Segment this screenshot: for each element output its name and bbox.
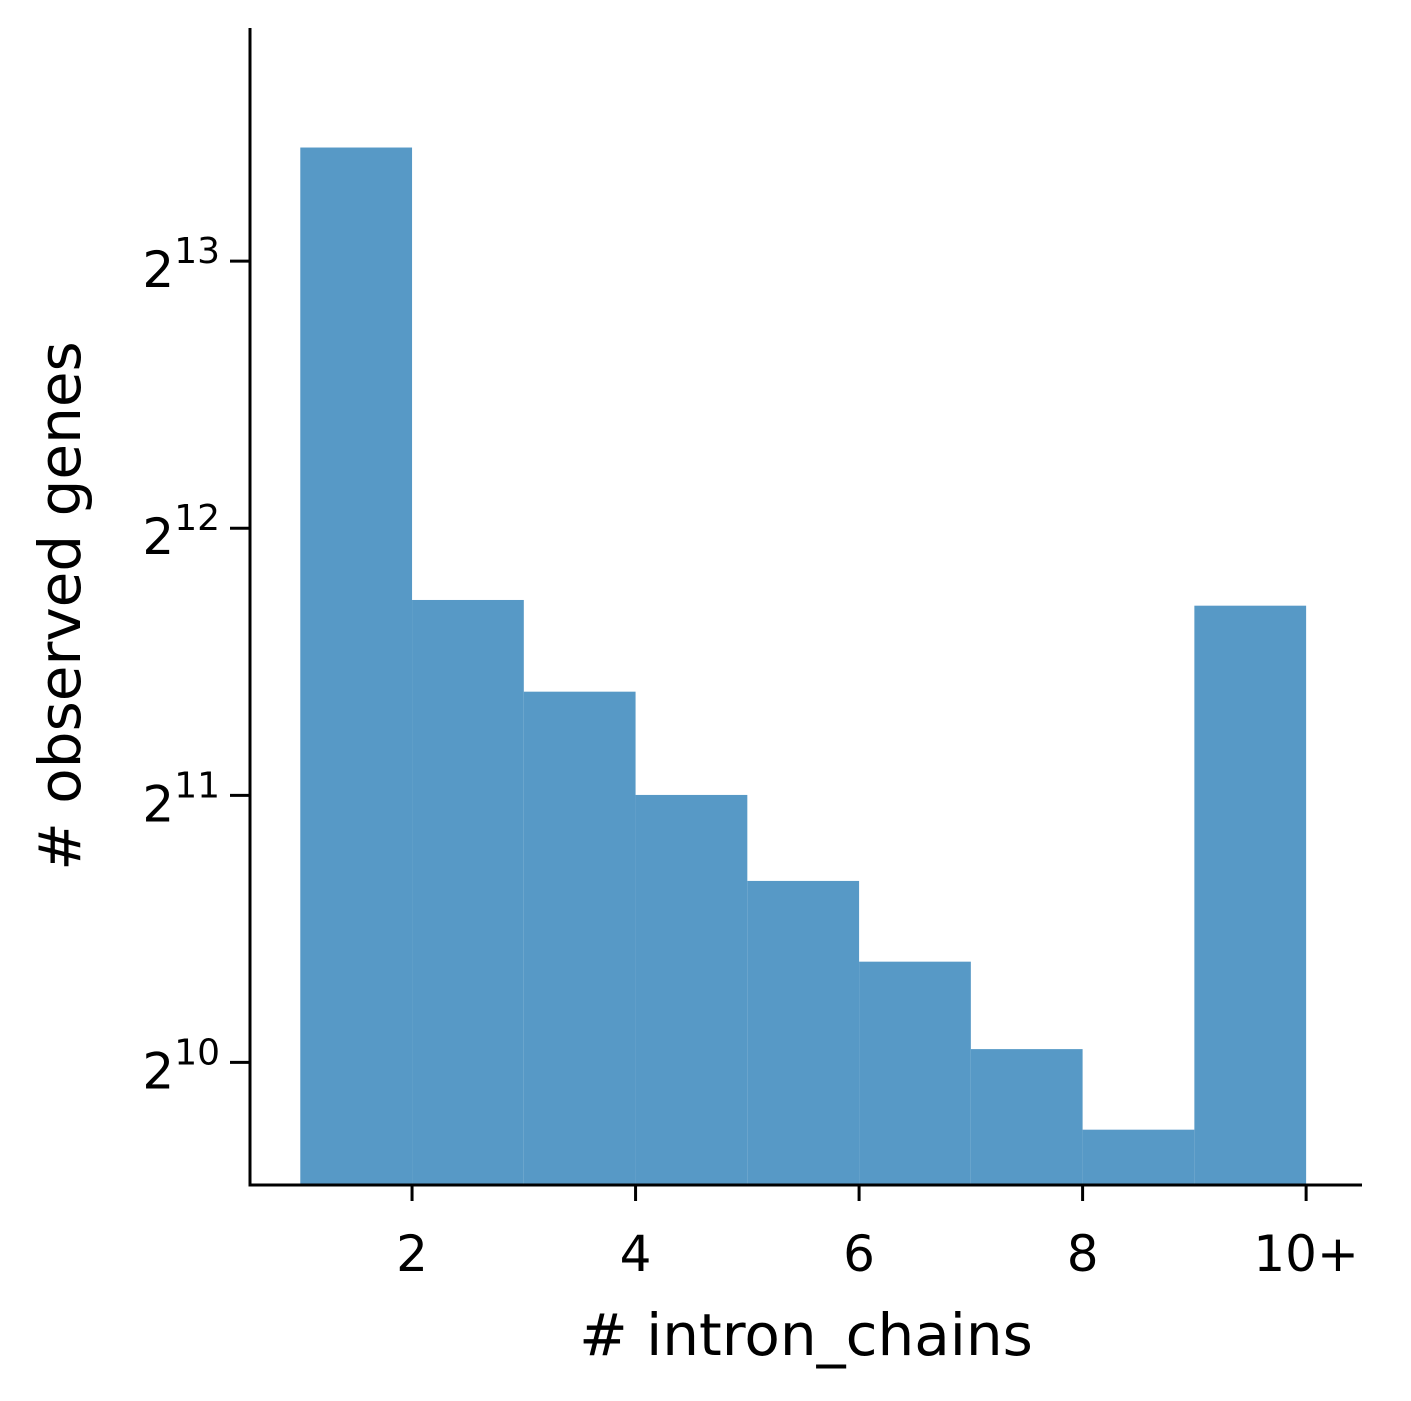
y-tick-label: 210	[142, 1032, 220, 1100]
histogram-bar-9	[1194, 605, 1307, 1185]
histogram-bar-7	[970, 1049, 1083, 1185]
y-tick-label: 213	[142, 231, 220, 299]
histogram-bar-3	[523, 691, 636, 1185]
x-tick-label: 10+	[1253, 1225, 1359, 1283]
y-tick-exponent: 13	[174, 231, 220, 272]
y-tick-exponent: 10	[174, 1032, 220, 1073]
y-tick-exponent: 11	[174, 765, 220, 806]
x-tick-label: 6	[843, 1225, 875, 1283]
x-axis-title: # intron_chains	[579, 1301, 1033, 1369]
y-tick-base: 2	[142, 241, 174, 299]
histogram-bar-8	[1082, 1129, 1195, 1185]
bars-group	[300, 147, 1307, 1185]
axes-group	[248, 28, 1362, 1187]
histogram-bar-2	[412, 599, 524, 1185]
histogram-bar-6	[859, 961, 971, 1185]
x-tick-label: 4	[620, 1225, 652, 1283]
y-tick-label: 211	[142, 765, 220, 833]
y-tick-label: 212	[142, 498, 220, 566]
histogram-bar-4	[635, 794, 748, 1185]
y-tick-base: 2	[142, 508, 174, 566]
y-tick-base: 2	[142, 1042, 174, 1100]
x-tick-label: 8	[1067, 1225, 1099, 1283]
histogram-bar-1	[300, 147, 413, 1185]
x-tick-label: 2	[396, 1225, 428, 1283]
y-tick-exponent: 12	[174, 498, 220, 539]
histogram-bar-5	[747, 880, 860, 1185]
y-tick-base: 2	[142, 775, 174, 833]
x-ticks-group: 2 4 6 8 10+	[396, 1185, 1359, 1283]
y-axis-title: # observed genes	[26, 341, 94, 871]
